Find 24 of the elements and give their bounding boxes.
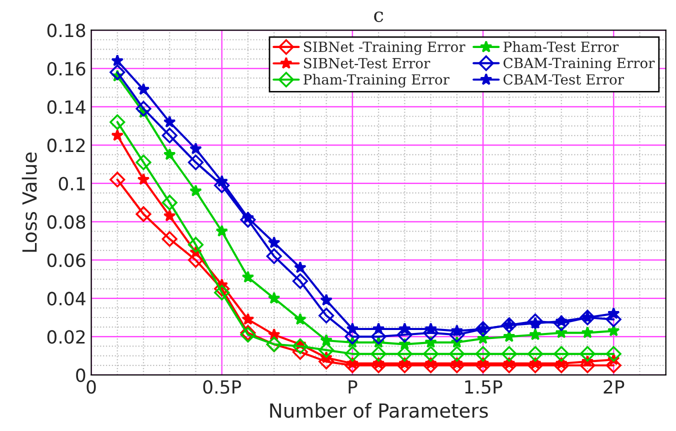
x-tick-label: 0 bbox=[86, 380, 96, 394]
chart-title: c bbox=[374, 11, 384, 22]
x-axis-title: Number of Parameters bbox=[270, 402, 488, 418]
y-tick-label: 0.18 bbox=[47, 24, 86, 38]
legend-label: CBAM-Training Error bbox=[504, 58, 655, 72]
y-axis-title: Loss Value bbox=[22, 152, 37, 252]
y-tick-label: 0.06 bbox=[47, 253, 86, 268]
y-tick-label: 0 bbox=[76, 368, 86, 382]
y-tick-label: 0.16 bbox=[47, 62, 86, 76]
y-tick-label: 0.02 bbox=[47, 330, 85, 344]
y-tick-label: 0.14 bbox=[47, 100, 86, 114]
legend-label: CBAM-Test Error bbox=[504, 74, 624, 85]
legend-label: SIBNet-Test Error bbox=[304, 58, 430, 68]
y-tick-label: 0.12 bbox=[47, 138, 85, 152]
x-tick-label: P bbox=[348, 380, 358, 394]
x-tick-label: 0.5P bbox=[203, 380, 242, 394]
y-tick-label: 0.1 bbox=[58, 176, 85, 191]
x-tick-label: 2P bbox=[604, 380, 624, 394]
y-tick-label: 0.04 bbox=[47, 292, 86, 306]
legend-label: Pham-Training Error bbox=[304, 74, 450, 88]
legend-label: SIBNet -Training Error bbox=[304, 42, 466, 55]
x-tick-label: 1.5P bbox=[465, 380, 502, 394]
y-tick-label: 0.08 bbox=[47, 215, 86, 229]
legend-label: Pham-Test Error bbox=[504, 41, 619, 52]
